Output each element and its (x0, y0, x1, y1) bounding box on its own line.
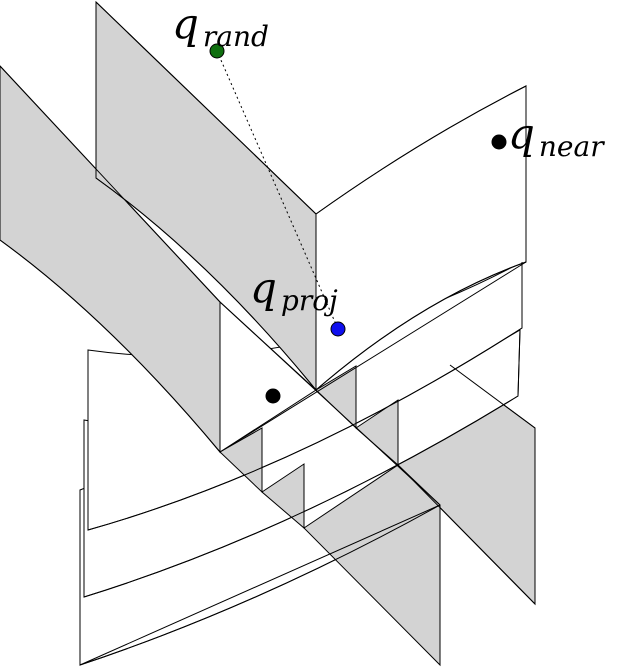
q-proj-label-main: q (250, 263, 277, 312)
q-near-point (491, 134, 507, 150)
outline-white-top (315, 85, 527, 391)
outline-cross-diagonal (79, 261, 527, 666)
outline-gray-left (0, 65, 221, 453)
q-rand-label: q rand (172, 0, 269, 53)
q-proj-label: q proj (250, 263, 338, 317)
q-rand-point (209, 43, 225, 59)
q-rand-label-main: q (172, 0, 199, 48)
outline-right-wing (397, 364, 536, 606)
outlines (0, 1, 536, 666)
q-proj-label-sub: proj (281, 284, 338, 317)
outline-white-upper (87, 262, 523, 531)
outline-white-middle (83, 329, 521, 598)
intersection-point (265, 388, 281, 404)
outline-white-bottom (79, 490, 441, 666)
outline-wedge-verticals (261, 366, 399, 528)
q-near-label-sub: near (539, 130, 605, 163)
projection-line (216, 50, 339, 330)
q-proj-point (330, 321, 346, 337)
q-near-label: q near (508, 109, 605, 163)
q-near-label-main: q (508, 109, 535, 158)
q-rand-label-sub: rand (203, 20, 269, 53)
outline-gray-center (95, 1, 317, 391)
